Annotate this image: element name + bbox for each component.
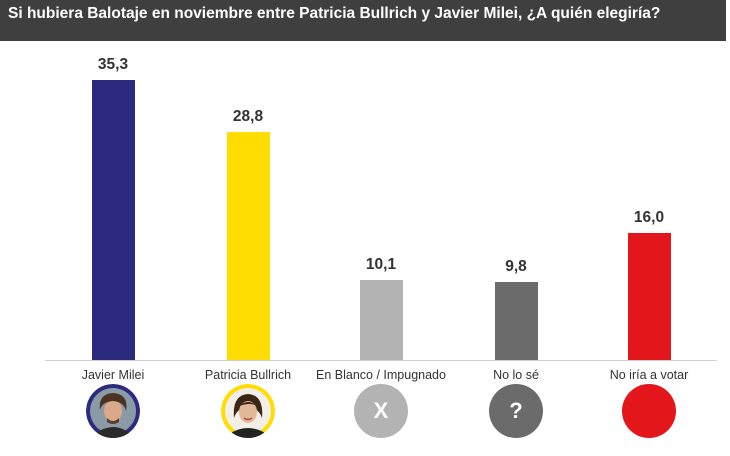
bar-3	[359, 279, 403, 360]
data-label: 10,1	[365, 255, 397, 273]
icon-glyph: ?	[509, 398, 523, 423]
bar-1	[91, 80, 135, 360]
red-circle-icon	[622, 384, 676, 438]
data-label: 9,8	[505, 258, 527, 276]
category-label: No lo sé	[493, 368, 539, 382]
patricia-bullrich-avatar	[221, 384, 275, 438]
bar-2	[226, 131, 270, 360]
bar-5	[627, 233, 671, 360]
chart-header: Si hubiera Balotaje en noviembre entre P…	[0, 0, 726, 41]
icon-glyph	[622, 384, 676, 438]
chart-baseline	[45, 360, 717, 361]
category-label: Javier Milei	[81, 368, 145, 382]
data-label: 16,0	[633, 209, 665, 227]
category-label: Patricia Bullrich	[204, 368, 292, 382]
data-label: 35,3	[97, 56, 129, 73]
category-label: No iría a votar	[609, 368, 689, 382]
icon-glyph: X	[373, 398, 389, 423]
category-label: En Blanco / Impugnado	[316, 368, 446, 382]
question-mark-icon: ?	[489, 384, 543, 438]
x-icon: X	[354, 384, 408, 438]
javier-milei-avatar	[86, 384, 140, 438]
chart-title: Si hubiera Balotaje en noviembre entre P…	[8, 5, 661, 22]
data-label: 28,8	[232, 107, 264, 125]
bar-4	[494, 282, 538, 360]
